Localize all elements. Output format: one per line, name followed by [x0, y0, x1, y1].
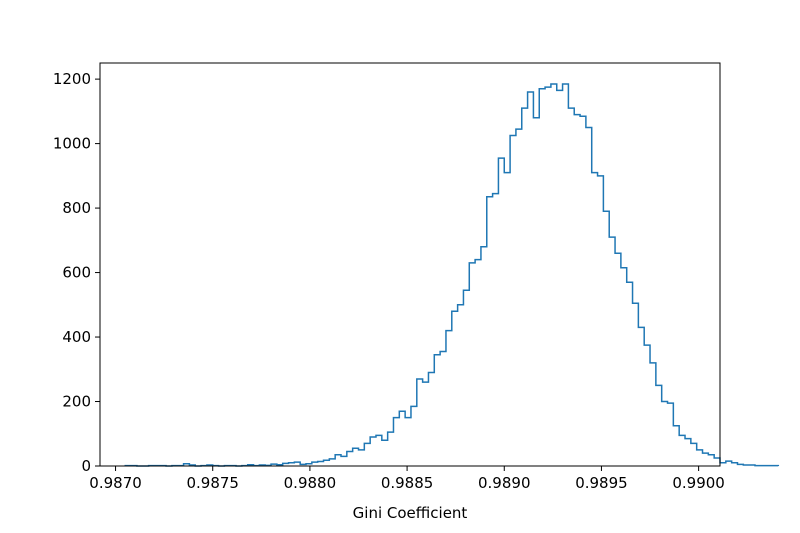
x-tick-label: 0.9890	[478, 474, 531, 492]
plot-area	[99, 62, 780, 467]
y-tick-label: 600	[62, 264, 91, 282]
y-tick-label: 0	[81, 457, 91, 475]
x-axis-title: Gini Coefficient	[353, 504, 468, 522]
x-axis-ticks: 0.9870 0.9875 0.9880 0.9885 0.9890 0.9895 0.99…	[89, 466, 725, 492]
x-tick-label: 0.9895	[575, 474, 628, 492]
y-tick-label: 800	[62, 199, 91, 217]
y-tick-label: 1200	[53, 70, 91, 88]
y-tick-label: 400	[62, 328, 91, 346]
axes-frame	[99, 62, 721, 467]
y-axis-ticks: 0 200 400 600 800 1000 1200	[53, 70, 100, 475]
x-tick-label: 0.9885	[381, 474, 434, 492]
y-tick-label: 200	[62, 393, 91, 411]
x-tick-label: 0.9875	[186, 474, 239, 492]
x-tick-label: 0.9880	[284, 474, 337, 492]
x-tick-label: 0.9900	[672, 474, 725, 492]
y-tick-label: 1000	[53, 135, 91, 153]
histogram-step-line	[124, 83, 780, 467]
x-tick-label: 0.9870	[89, 474, 142, 492]
